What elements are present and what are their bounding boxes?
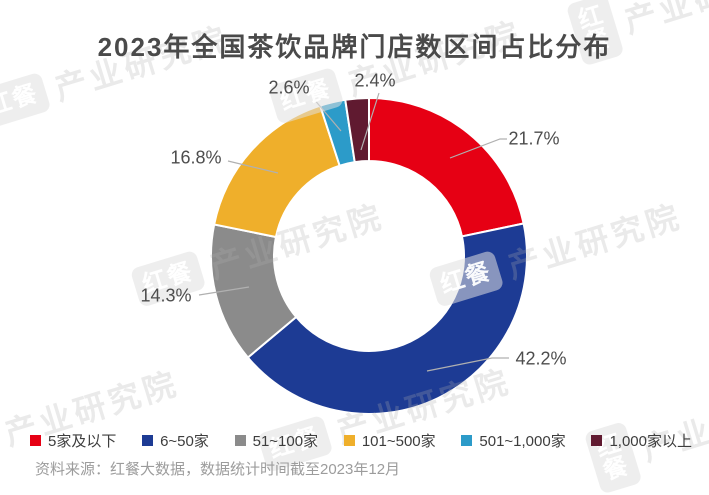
label-leader-line-1 (426, 357, 509, 372)
chart-title: 2023年全国茶饮品牌门店数区间占比分布 (97, 32, 612, 62)
slice-value-label-4: 2.6% (268, 77, 310, 98)
legend-item-5: 1,000家以上 (591, 430, 692, 451)
legend-swatch (142, 435, 154, 446)
legend-label: 6~50家 (160, 433, 209, 450)
legend-label: 501~1,000家 (479, 433, 566, 450)
slice-value-label-3: 16.8% (170, 147, 222, 168)
legend-label: 101~500家 (361, 433, 436, 450)
legend-item-2: 51~100家 (234, 430, 319, 451)
source-note: 资料来源：红餐大数据，数据统计时间截至2023年12月 (35, 461, 401, 478)
legend-swatch (234, 435, 246, 446)
legend-swatch (30, 435, 41, 446)
slice-value-label-2: 14.3% (140, 285, 192, 306)
legend-label: 1,000家以上 (609, 433, 692, 450)
pie-slice-1 (246, 222, 528, 415)
legend-item-0: 5家及以下 (30, 430, 116, 451)
legend-swatch (461, 435, 473, 446)
label-leader-line-3 (227, 160, 279, 174)
label-leader-line-0 (449, 138, 507, 159)
legend-item-3: 101~500家 (343, 430, 436, 451)
legend-item-1: 6~50家 (142, 430, 209, 451)
legend-swatch (591, 435, 603, 446)
legend-swatch (343, 435, 355, 446)
legend-label: 51~100家 (252, 433, 319, 450)
legend-item-4: 501~1,000家 (461, 430, 566, 451)
pie-slice-0 (368, 96, 525, 238)
slice-value-label-1: 42.2% (515, 348, 567, 369)
legend-label: 5家及以下 (48, 433, 117, 450)
pie-slice-5 (344, 96, 370, 164)
slice-value-label-0: 21.7% (508, 128, 560, 149)
legend: 5家及以下 6~50家 51~100家 101~500家 501~1,000家 1,000… (30, 430, 692, 451)
label-leader-line-5 (360, 92, 380, 151)
label-leader-line-2 (198, 286, 250, 296)
pie-slice-3 (213, 104, 341, 239)
slice-value-label-5: 2.4% (354, 70, 396, 91)
